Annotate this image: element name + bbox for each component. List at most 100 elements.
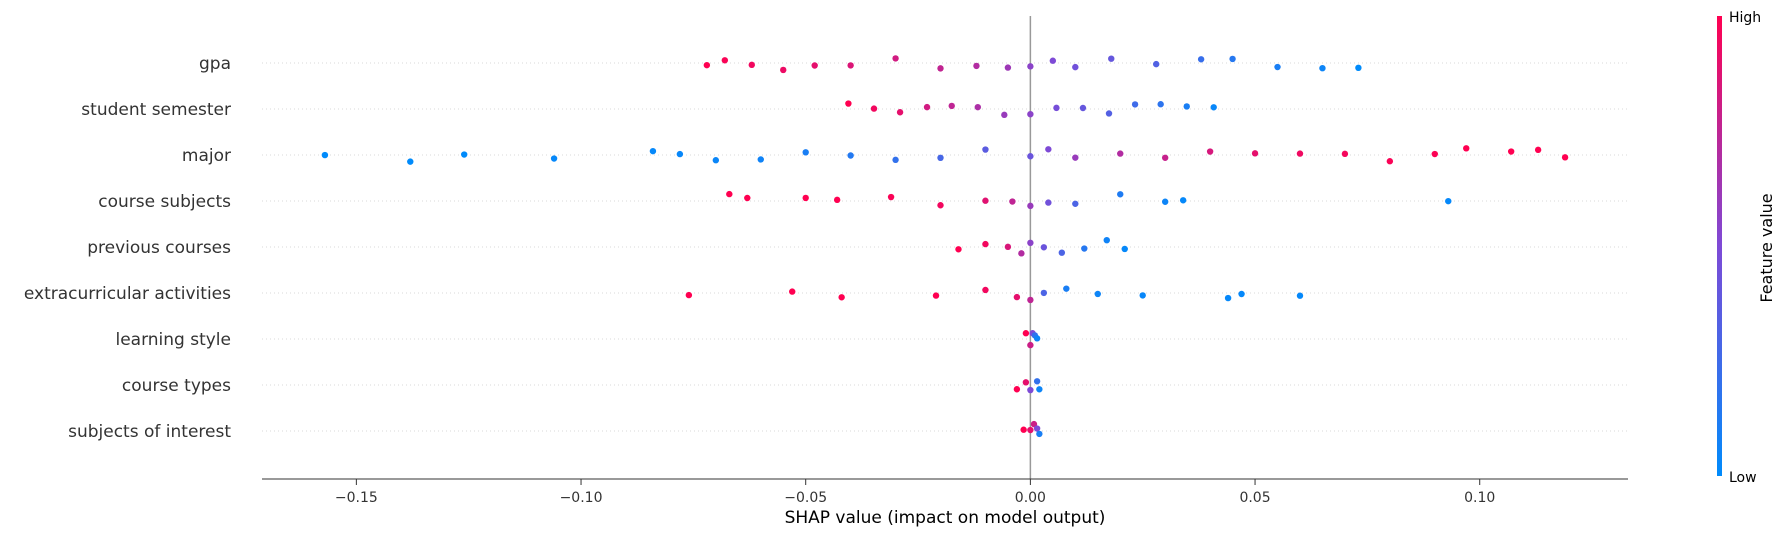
shap-point (937, 65, 944, 72)
shap-point (1355, 64, 1362, 72)
shap-point (703, 61, 711, 69)
shap-point (1224, 294, 1232, 302)
shap-point (1319, 64, 1326, 72)
shap-point (1072, 154, 1079, 161)
shap-point (1058, 249, 1066, 256)
shap-point (789, 288, 796, 295)
shap-point (923, 103, 931, 111)
shap-point (1445, 197, 1452, 205)
x-tick-label: −0.10 (560, 490, 603, 506)
colorbar (1717, 16, 1722, 476)
colorbar-low-label: Low (1729, 470, 1757, 486)
shap-point (1004, 64, 1012, 71)
colorbar-high-label: High (1729, 10, 1761, 26)
shap-point (870, 105, 878, 112)
shap-point (833, 196, 841, 204)
feature-label: major (182, 146, 231, 166)
shap-point (973, 62, 980, 70)
shap-point (1009, 198, 1016, 205)
shap-point (1033, 425, 1041, 432)
feature-label: previous courses (87, 238, 231, 258)
shap-point (932, 292, 940, 299)
shap-point (1152, 60, 1160, 68)
shap-point (1561, 154, 1569, 161)
x-axis-title: SHAP value (impact on model output) (785, 508, 1106, 528)
shap-point (1004, 243, 1012, 251)
shap-point (1027, 202, 1034, 210)
shap-point (1033, 335, 1041, 342)
shap-point (1027, 110, 1034, 118)
shap-point (1105, 110, 1113, 117)
shap-point (1027, 386, 1034, 394)
shap-point (892, 156, 899, 164)
colorbar-title: Feature value (1757, 193, 1776, 302)
shap-point (1296, 150, 1304, 157)
shap-point (1206, 148, 1214, 155)
shap-point (1274, 63, 1281, 71)
shap-point (1179, 197, 1187, 204)
shap-point (757, 156, 764, 163)
shap-point (982, 197, 989, 204)
shap-point (1117, 150, 1124, 157)
shap-point (407, 158, 414, 165)
x-tick-label: 0.05 (1239, 490, 1270, 506)
shap-point (1081, 245, 1088, 252)
shap-point (1229, 55, 1236, 63)
shap-point (838, 294, 845, 301)
shap-point (1072, 63, 1079, 71)
shap-point (712, 157, 720, 164)
shap-point (1013, 293, 1021, 301)
shap-point (847, 62, 854, 69)
shap-point (321, 151, 329, 159)
shap-point (1161, 198, 1169, 205)
feature-label: course subjects (98, 192, 231, 212)
shap-point (748, 61, 755, 69)
shap-point (721, 57, 729, 64)
shap-point (1013, 386, 1021, 393)
shap-point (1210, 104, 1217, 111)
feature-label: course types (122, 376, 231, 396)
shap-point (1507, 148, 1515, 155)
shap-point (887, 193, 895, 201)
shap-point (780, 66, 787, 74)
shap-point (1079, 104, 1087, 112)
shap-point (937, 202, 944, 209)
shap-point (1183, 103, 1190, 110)
shap-point (1238, 290, 1245, 298)
shap-point (1027, 63, 1034, 70)
feature-label: student semester (81, 100, 231, 120)
shap-point (955, 246, 962, 253)
feature-label: learning style (115, 330, 231, 350)
shap-point (1022, 379, 1030, 386)
shap-point (1117, 191, 1124, 198)
shap-point (1033, 378, 1041, 385)
shap-point (1049, 57, 1057, 64)
shap-point (726, 190, 733, 198)
shap-point (1157, 101, 1164, 108)
shap-point (1094, 290, 1101, 298)
x-tick-label: 0.10 (1464, 490, 1495, 506)
shap-point (1018, 250, 1025, 257)
x-tick-label: 0.00 (1015, 490, 1046, 506)
shap-point (1045, 146, 1052, 153)
x-tick-label: −0.15 (335, 490, 378, 506)
feature-label: gpa (199, 54, 231, 74)
row-guides (262, 62, 1628, 432)
shap-point (550, 155, 558, 162)
x-tick-label: −0.05 (784, 490, 827, 506)
shap-point (1027, 239, 1034, 247)
shap-point (685, 291, 693, 299)
shap-point (1534, 146, 1542, 154)
shap-point (1040, 289, 1048, 297)
shap-point (1161, 154, 1169, 161)
shap-point (892, 55, 899, 62)
shap-point (461, 151, 468, 158)
points-layer (321, 55, 1569, 438)
shap-point (1341, 150, 1349, 158)
shap-point (1108, 55, 1115, 62)
shap-point (811, 62, 818, 69)
shap-point (845, 100, 852, 107)
shap-point (937, 154, 944, 162)
shap-point (1063, 285, 1070, 292)
